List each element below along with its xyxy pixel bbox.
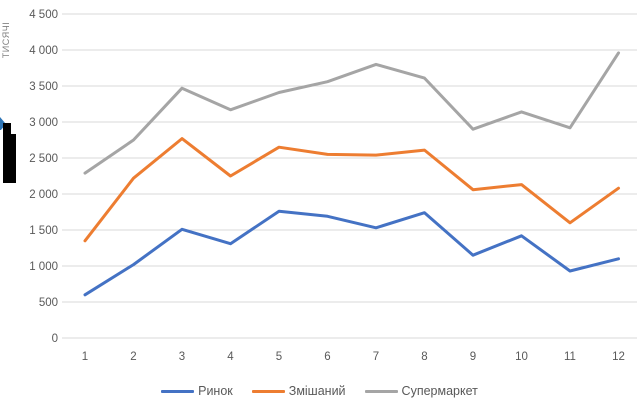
legend-swatch-rynok <box>161 389 195 393</box>
legend-swatch-zmishanyi <box>251 389 285 393</box>
y-tick-label: 500 <box>39 297 58 309</box>
legend-swatch-supermarket <box>364 389 398 393</box>
y-tick-label: 2 500 <box>29 153 58 165</box>
y-tick-label: 0 <box>52 333 58 345</box>
legend-item-zmishanyi: Змішаний <box>251 384 346 398</box>
legend: Ринок Змішаний Супермаркет <box>0 384 639 398</box>
y-tick-label: 1 500 <box>29 225 58 237</box>
y-tick-label: 2 000 <box>29 189 58 201</box>
y-tick-label: 4 000 <box>29 45 58 57</box>
legend-item-rynok: Ринок <box>161 384 233 398</box>
legend-item-supermarket: Супермаркет <box>364 384 478 398</box>
x-tick-label: 3 <box>179 351 185 363</box>
legend-label-supermarket: Супермаркет <box>401 384 478 398</box>
x-tick-label: 6 <box>324 351 330 363</box>
x-tick-label: 10 <box>515 351 528 363</box>
y-axis-title: ТИСЯЧІ <box>1 21 11 59</box>
x-tick-label: 5 <box>276 351 282 363</box>
series-line-1 <box>83 137 620 243</box>
black-box-notch <box>11 123 17 134</box>
x-tick-label: 12 <box>612 351 625 363</box>
x-tick-label: 8 <box>421 351 427 363</box>
series-line-2 <box>83 51 620 175</box>
x-tick-label: 11 <box>564 351 576 363</box>
series-line-0 <box>83 209 620 297</box>
x-tick-label: 2 <box>130 351 136 363</box>
y-tick-label: 1 000 <box>29 261 58 273</box>
legend-label-rynok: Ринок <box>198 384 233 398</box>
y-tick-label: 3 000 <box>29 117 58 129</box>
y-tick-label: 3 500 <box>29 81 58 93</box>
y-tick-label: 4 500 <box>29 9 58 21</box>
x-tick-label: 4 <box>227 351 234 363</box>
legend-label-zmishanyi: Змішаний <box>288 384 346 398</box>
black-box-artifact <box>3 123 16 183</box>
x-tick-label: 1 <box>82 351 88 363</box>
x-tick-label: 9 <box>470 351 476 363</box>
x-tick-label: 7 <box>373 351 379 363</box>
